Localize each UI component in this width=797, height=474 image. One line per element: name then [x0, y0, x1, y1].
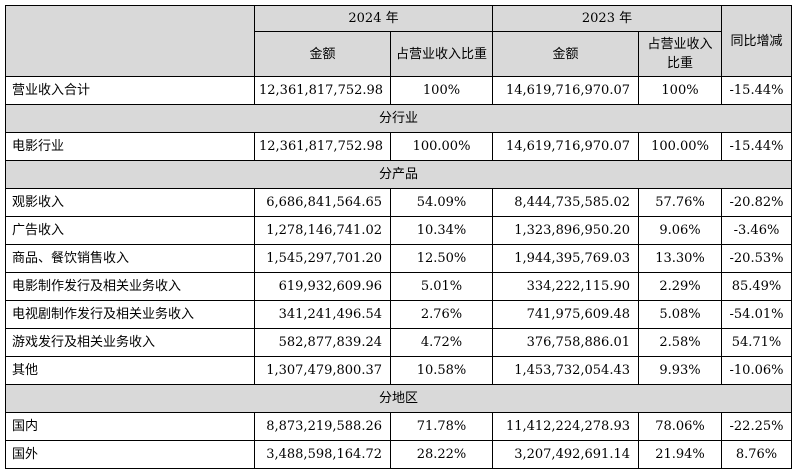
section-row-product: 分产品	[5, 160, 792, 189]
yoy-change: -10.06%	[721, 356, 792, 385]
amount-2023: 741,975,609.48	[492, 300, 639, 329]
amount-2023: 14,619,716,970.07	[492, 76, 639, 105]
amount-2024: 6,686,841,564.65	[254, 188, 391, 217]
revenue-table: 2024 年 2023 年 同比增减 金额 占营业收入比重 金额 占营业收入比重…	[5, 5, 792, 469]
table-row: 电影制作发行及相关业务收入 619,932,609.96 5.01% 334,2…	[5, 272, 792, 301]
share-2024: 2.76%	[390, 300, 493, 329]
table-row: 国内 8,873,219,588.26 71.78% 11,412,224,27…	[5, 412, 792, 441]
share-2024: 10.34%	[390, 216, 493, 245]
row-label: 广告收入	[5, 216, 255, 245]
share-2024: 71.78%	[390, 412, 493, 441]
table-row: 电视剧制作发行及相关业务收入 341,241,496.54 2.76% 741,…	[5, 300, 792, 329]
share-2023: 9.93%	[638, 356, 722, 385]
row-label: 国内	[5, 412, 255, 441]
share-2023: 9.06%	[638, 216, 722, 245]
table-row: 广告收入 1,278,146,741.02 10.34% 1,323,896,9…	[5, 216, 792, 245]
header-blank-cell	[5, 5, 255, 77]
amount-2023: 14,619,716,970.07	[492, 132, 639, 161]
table-row: 电影行业 12,361,817,752.98 100.00% 14,619,71…	[5, 132, 792, 161]
header-amount-2024: 金额	[254, 31, 391, 77]
share-2024: 100%	[390, 76, 493, 105]
share-2023: 2.58%	[638, 328, 722, 357]
share-2023: 13.30%	[638, 244, 722, 273]
share-2023: 100.00%	[638, 132, 722, 161]
share-2023: 78.06%	[638, 412, 722, 441]
section-row-region: 分地区	[5, 384, 792, 413]
section-title: 分产品	[5, 160, 792, 189]
amount-2024: 582,877,839.24	[254, 328, 391, 357]
header-amount-2023: 金额	[492, 31, 639, 77]
share-2023: 5.08%	[638, 300, 722, 329]
yoy-change: -54.01%	[721, 300, 792, 329]
amount-2023: 11,412,224,278.93	[492, 412, 639, 441]
amount-2024: 12,361,817,752.98	[254, 132, 391, 161]
row-label: 电视剧制作发行及相关业务收入	[5, 300, 255, 329]
share-2024: 10.58%	[390, 356, 493, 385]
amount-2023: 1,944,395,769.03	[492, 244, 639, 273]
share-2023: 100%	[638, 76, 722, 105]
header-year-2023: 2023 年	[492, 5, 722, 32]
header-year-2024: 2024 年	[254, 5, 493, 32]
amount-2023: 1,323,896,950.20	[492, 216, 639, 245]
share-2024: 100.00%	[390, 132, 493, 161]
amount-2024: 619,932,609.96	[254, 272, 391, 301]
section-row-industry: 分行业	[5, 104, 792, 133]
section-title: 分地区	[5, 384, 792, 413]
amount-2023: 334,222,115.90	[492, 272, 639, 301]
yoy-change: -15.44%	[721, 76, 792, 105]
amount-2024: 341,241,496.54	[254, 300, 391, 329]
header-yoy: 同比增减	[721, 5, 792, 77]
table-row: 商品、餐饮销售收入 1,545,297,701.20 12.50% 1,944,…	[5, 244, 792, 273]
amount-2024: 1,278,146,741.02	[254, 216, 391, 245]
amount-2023: 1,453,732,054.43	[492, 356, 639, 385]
yoy-change: -15.44%	[721, 132, 792, 161]
row-label: 电影行业	[5, 132, 255, 161]
table-row: 游戏发行及相关业务收入 582,877,839.24 4.72% 376,758…	[5, 328, 792, 357]
share-2024: 12.50%	[390, 244, 493, 273]
amount-2024: 1,545,297,701.20	[254, 244, 391, 273]
yoy-change: 54.71%	[721, 328, 792, 357]
table-row: 国外 3,488,598,164.72 28.22% 3,207,492,691…	[5, 440, 792, 469]
amount-2023: 376,758,886.01	[492, 328, 639, 357]
table-row: 观影收入 6,686,841,564.65 54.09% 8,444,735,5…	[5, 188, 792, 217]
row-label: 电影制作发行及相关业务收入	[5, 272, 255, 301]
yoy-change: 85.49%	[721, 272, 792, 301]
row-label: 商品、餐饮销售收入	[5, 244, 255, 273]
share-2024: 28.22%	[390, 440, 493, 469]
table-row: 其他 1,307,479,800.37 10.58% 1,453,732,054…	[5, 356, 792, 385]
row-label: 游戏发行及相关业务收入	[5, 328, 255, 357]
yoy-change: -20.53%	[721, 244, 792, 273]
header-share-2023: 占营业收入比重	[638, 31, 722, 77]
row-label: 其他	[5, 356, 255, 385]
share-2023: 21.94%	[638, 440, 722, 469]
row-label: 营业收入合计	[5, 76, 255, 105]
row-label: 国外	[5, 440, 255, 469]
yoy-change: -20.82%	[721, 188, 792, 217]
amount-2024: 8,873,219,588.26	[254, 412, 391, 441]
yoy-change: -3.46%	[721, 216, 792, 245]
yoy-change: -22.25%	[721, 412, 792, 441]
share-2024: 54.09%	[390, 188, 493, 217]
amount-2023: 3,207,492,691.14	[492, 440, 639, 469]
share-2024: 4.72%	[390, 328, 493, 357]
amount-2023: 8,444,735,585.02	[492, 188, 639, 217]
header-share-2024: 占营业收入比重	[390, 31, 493, 77]
amount-2024: 3,488,598,164.72	[254, 440, 391, 469]
share-2023: 57.76%	[638, 188, 722, 217]
share-2023: 2.29%	[638, 272, 722, 301]
share-2024: 5.01%	[390, 272, 493, 301]
section-title: 分行业	[5, 104, 792, 133]
yoy-change: 8.76%	[721, 440, 792, 469]
amount-2024: 12,361,817,752.98	[254, 76, 391, 105]
amount-2024: 1,307,479,800.37	[254, 356, 391, 385]
table-row-total: 营业收入合计 12,361,817,752.98 100% 14,619,716…	[5, 76, 792, 105]
row-label: 观影收入	[5, 188, 255, 217]
